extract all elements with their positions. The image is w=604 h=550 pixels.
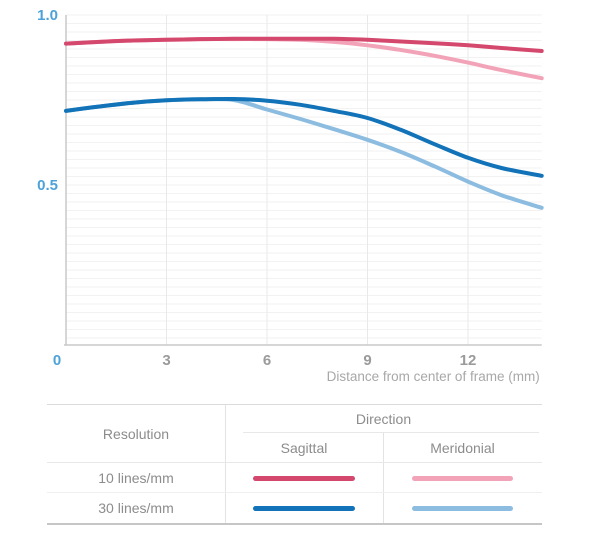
resolution-header: Resolution xyxy=(102,426,170,442)
row-divider xyxy=(47,462,542,463)
direction-header: Direction xyxy=(355,410,412,427)
column-divider xyxy=(225,405,226,523)
series-line-30-lines-mm-sagittal xyxy=(64,96,544,178)
legend-row-label: 10 lines/mm xyxy=(98,470,174,486)
legend-row-label: 30 lines/mm xyxy=(98,500,174,516)
x-tick-label: 6 xyxy=(263,352,271,369)
series-line-10-lines-mm-sagittal xyxy=(64,36,544,53)
x-tick-label: 0 xyxy=(53,352,61,369)
sagittal-header: Sagittal xyxy=(280,439,328,456)
x-tick-label: 3 xyxy=(162,352,170,369)
x-tick-label: 9 xyxy=(363,352,371,369)
series-line-30-lines-mm-meridonial xyxy=(64,97,544,210)
legend-table: Resolution Direction Sagittal Meridonial… xyxy=(47,404,542,525)
line-swatch-10-meridional xyxy=(412,476,513,481)
x-tick-label: 12 xyxy=(460,352,477,369)
row-divider xyxy=(47,492,542,493)
row-divider xyxy=(243,432,539,433)
line-swatch-30-meridional xyxy=(412,506,513,511)
column-divider xyxy=(383,433,384,523)
line-swatch-30-sagittal xyxy=(253,506,355,511)
x-axis-title: Distance from center of frame (mm) xyxy=(327,369,540,384)
y-tick-label: 1.0 xyxy=(37,7,58,24)
meridional-header: Meridonial xyxy=(430,439,495,456)
y-tick-label: 0.5 xyxy=(37,177,58,194)
line-swatch-10-sagittal xyxy=(253,476,355,481)
